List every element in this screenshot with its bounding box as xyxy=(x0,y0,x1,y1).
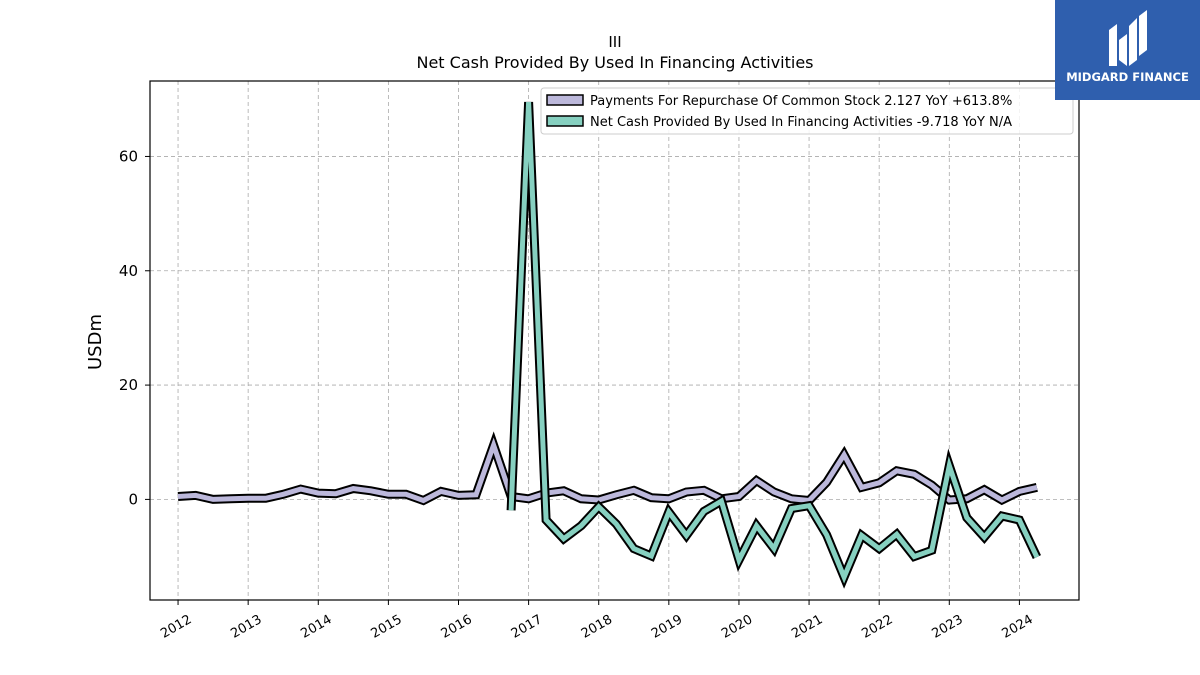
x-tick-label: 2023 xyxy=(929,612,965,642)
y-tick-label: 60 xyxy=(119,147,138,165)
series-outline-1 xyxy=(506,101,1041,589)
y-tick-label: 40 xyxy=(119,262,138,280)
x-tick-label: 2015 xyxy=(369,612,405,642)
midgard-logo-icon xyxy=(1109,10,1147,66)
x-tick-label: 2014 xyxy=(298,612,334,642)
series-line-1 xyxy=(508,101,1040,584)
chart-title: III xyxy=(608,33,621,51)
x-tick-label: 2020 xyxy=(719,612,755,642)
x-tick-label: 2024 xyxy=(1000,612,1036,642)
axis-ticks: 0 20 40 60 2012 2013 2014 2015 2016 2017 2018 2019 2… xyxy=(119,147,1036,641)
legend-label-repurchase: Payments For Repurchase Of Common Stock … xyxy=(590,94,1012,109)
x-tick-label: 2019 xyxy=(649,612,685,642)
brand-name: MIDGARD FINANCE xyxy=(1066,70,1189,84)
grid-lines xyxy=(150,81,1079,600)
y-tick-label: 0 xyxy=(128,490,138,508)
x-tick-label: 2021 xyxy=(789,612,825,642)
y-axis-label: USDm xyxy=(85,314,106,370)
legend-label-financing: Net Cash Provided By Used In Financing A… xyxy=(590,115,1012,130)
y-tick-label: 20 xyxy=(119,376,138,394)
x-tick-label: 2018 xyxy=(579,612,615,642)
x-tick-label: 2016 xyxy=(439,612,475,642)
x-tick-label: 2012 xyxy=(158,612,194,642)
plot-area-border xyxy=(149,80,1080,601)
series-lines xyxy=(177,101,1041,589)
series-line-0 xyxy=(177,437,1038,504)
legend-swatch-financing xyxy=(546,115,584,127)
chart-subtitle: Net Cash Provided By Used In Financing A… xyxy=(416,53,813,72)
legend-swatch-repurchase xyxy=(546,94,584,106)
x-tick-label: 2013 xyxy=(228,612,264,642)
legend: Payments For Repurchase Of Common Stock … xyxy=(540,87,1074,135)
x-tick-label: 2022 xyxy=(859,612,895,642)
brand-logo: MIDGARD FINANCE xyxy=(1055,0,1200,100)
legend-box xyxy=(540,87,1074,135)
x-tick-label: 2017 xyxy=(509,612,545,642)
